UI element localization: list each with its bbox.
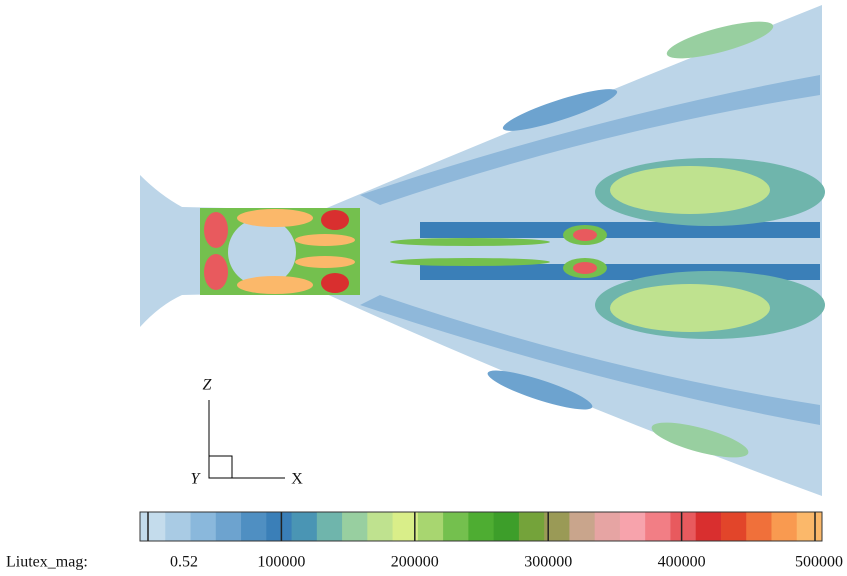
colorbar-band <box>140 512 166 541</box>
colorbar-band <box>696 512 722 541</box>
y-axis-box <box>209 456 232 478</box>
y-label: Y <box>191 471 202 488</box>
colorbar-band <box>569 512 595 541</box>
x-label: X <box>291 471 303 488</box>
contour-field <box>140 5 825 496</box>
colorbar-band <box>595 512 621 541</box>
colorbar-band <box>367 512 393 541</box>
colorbar-band <box>771 512 797 541</box>
colorbar-band <box>468 512 494 541</box>
axes-triad <box>209 400 285 478</box>
vortex <box>237 276 313 294</box>
colorbar-band <box>266 512 292 541</box>
colorbar-tick-label: 400000 <box>658 554 706 571</box>
colorbar-band <box>342 512 368 541</box>
streak <box>390 258 550 266</box>
colorbar-tick-label: 100000 <box>257 554 305 571</box>
colorbar-band <box>797 512 823 541</box>
vortex <box>295 234 355 246</box>
colorbar-band <box>645 512 671 541</box>
vortex <box>321 210 349 230</box>
colorbar-band <box>721 512 747 541</box>
vortex <box>295 256 355 268</box>
colorbar-label: Liutex_mag: <box>6 554 88 571</box>
colorbar-band <box>670 512 696 541</box>
vortex <box>237 209 313 227</box>
z-label: Z <box>203 377 213 394</box>
colorbar-band <box>494 512 520 541</box>
colorbar-band <box>620 512 646 541</box>
colorbar-band <box>241 512 267 541</box>
colorbar-band <box>746 512 772 541</box>
streak <box>390 238 550 246</box>
vortex <box>204 254 228 290</box>
colorbar-band <box>165 512 191 541</box>
vortex <box>573 262 597 274</box>
colorbar-band <box>216 512 242 541</box>
chart: Z Y X Liutex_mag: 0.52 100000 200000 300000… <box>0 0 847 576</box>
colorbar-band <box>418 512 444 541</box>
colorbar-tick-label: 0.52 <box>170 554 198 571</box>
colorbar-band <box>317 512 343 541</box>
colorbar-band <box>443 512 469 541</box>
vortex <box>573 229 597 241</box>
streak <box>420 222 820 238</box>
vortex <box>204 212 228 248</box>
colorbar-tick-label: 300000 <box>524 554 572 571</box>
colorbar-tick-label: 200000 <box>391 554 439 571</box>
vortex <box>321 273 349 293</box>
core <box>228 218 296 286</box>
colorbar-band <box>292 512 318 541</box>
vortex <box>610 166 770 214</box>
colorbar-band <box>519 512 545 541</box>
vortex <box>610 284 770 332</box>
colorbar-tick-label: 500000 <box>795 554 843 571</box>
colorbar-band <box>191 512 217 541</box>
